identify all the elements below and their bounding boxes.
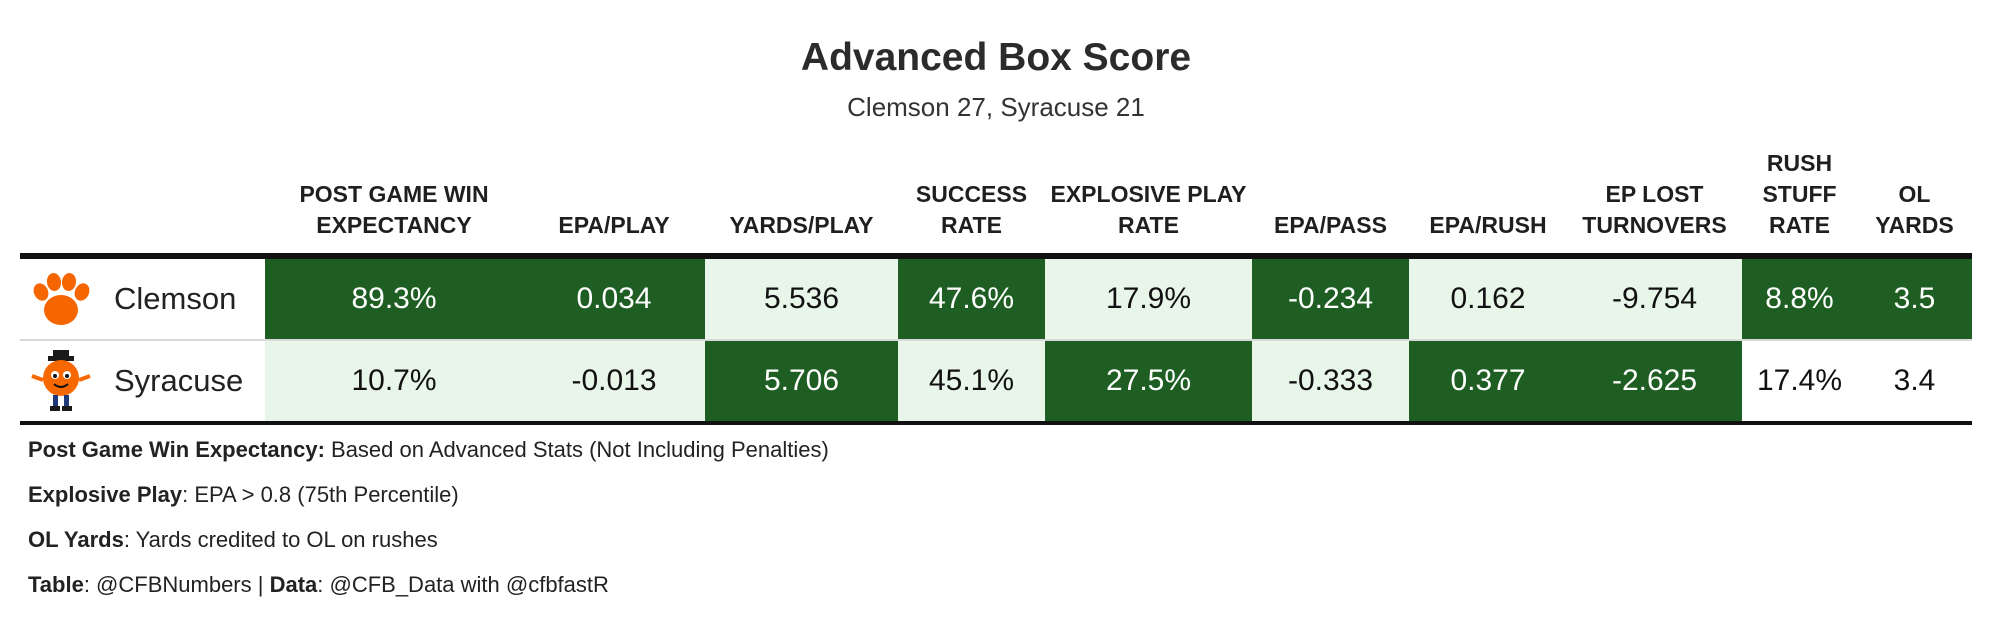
value-cell-wp: 10.7% [265, 340, 523, 425]
value-cell-epa_pass: -0.333 [1252, 340, 1409, 425]
team-cell: Clemson [20, 256, 265, 341]
column-header-stuff: RUSH STUFF RATE [1742, 138, 1857, 259]
footnote-label: Explosive Play [28, 482, 183, 507]
table-body: Clemson 89.3% 0.034 5.536 47.6% 17.9% -0.234 0.… [20, 256, 1972, 425]
value-cell-ypp: 5.536 [705, 256, 898, 341]
table-row: Syracuse 10.7% -0.013 5.706 45.1% 27.5% -0.333… [20, 340, 1972, 425]
column-header-explosive: EXPLOSIVE PLAY RATE [1045, 138, 1252, 259]
header-row: POST GAME WIN EXPECTANCY EPA/PLAY YARDS/PL… [20, 138, 1972, 259]
footnote-label: Data [269, 572, 318, 597]
value-cell-epa_play: -0.013 [523, 340, 705, 425]
column-header-success: SUCCESS RATE [898, 138, 1045, 259]
value-cell-epa_rush: 0.162 [1409, 256, 1567, 341]
clemson-tiger-paw-icon [30, 272, 93, 325]
column-header-wp: POST GAME WIN EXPECTANCY [265, 138, 523, 259]
footnote-text: : @CFB_Data with @cfbfastR [317, 572, 609, 597]
footnote-line: Explosive Play: EPA > 0.8 (75th Percenti… [28, 481, 829, 526]
column-header-epa_rush: EPA/RUSH [1409, 138, 1567, 259]
table-row: Clemson 89.3% 0.034 5.536 47.6% 17.9% -0.234 0.… [20, 256, 1972, 341]
value-cell-ep_lost: -9.754 [1567, 256, 1742, 341]
value-cell-ol: 3.4 [1857, 340, 1972, 425]
chart-title: Advanced Box Score [800, 36, 1192, 79]
value-cell-ypp: 5.706 [705, 340, 898, 425]
footnote-label: OL Yards [28, 527, 124, 552]
footnote-line: OL Yards: Yards credited to OL on rushes [28, 526, 829, 571]
value-cell-epa_play: 0.034 [523, 256, 705, 341]
value-cell-success: 45.1% [898, 340, 1045, 425]
column-header-epa_play: EPA/PLAY [523, 138, 705, 259]
footnote-line: Table: @CFBNumbers | Data: @CFB_Data wit… [28, 571, 829, 616]
footnote-label: Table [28, 572, 84, 597]
value-cell-ep_lost: -2.625 [1567, 340, 1742, 425]
footnotes: Post Game Win Expectancy: Based on Advan… [28, 436, 829, 616]
column-header-epa_pass: EPA/PASS [1252, 138, 1409, 259]
column-header-ypp: YARDS/PLAY [705, 138, 898, 259]
value-cell-stuff: 17.4% [1742, 340, 1857, 425]
footnote-text: Based on Advanced Stats (Not Including P… [324, 437, 829, 462]
footnote-text: : Yards credited to OL on rushes [123, 527, 438, 552]
value-cell-epa_pass: -0.234 [1252, 256, 1409, 341]
value-cell-ol: 3.5 [1857, 256, 1972, 341]
value-cell-explosive: 27.5% [1045, 340, 1252, 425]
value-cell-stuff: 8.8% [1742, 256, 1857, 341]
syracuse-otto-orange-icon [30, 348, 92, 413]
footnote-line: Post Game Win Expectancy: Based on Advan… [28, 436, 829, 481]
chart-subtitle: Clemson 27, Syracuse 21 [847, 92, 1145, 122]
value-cell-epa_rush: 0.377 [1409, 340, 1567, 425]
footnote-text: : EPA > 0.8 (75th Percentile) [182, 482, 459, 507]
team-name: Clemson [114, 281, 237, 316]
footnote-text: : @CFBNumbers | [83, 572, 270, 597]
team-cell: Syracuse [20, 340, 265, 425]
box-score-table: POST GAME WIN EXPECTANCY EPA/PLAY YARDS/PL… [20, 138, 1972, 425]
value-cell-success: 47.6% [898, 256, 1045, 341]
column-header-ep_lost: EP LOST TURNOVERS [1567, 138, 1742, 259]
column-header-team [20, 138, 265, 259]
column-header-ol: OL YARDS [1857, 138, 1972, 259]
value-cell-explosive: 17.9% [1045, 256, 1252, 341]
value-cell-wp: 89.3% [265, 256, 523, 341]
team-name: Syracuse [114, 363, 244, 398]
footnote-label: Post Game Win Expectancy: [28, 437, 325, 462]
